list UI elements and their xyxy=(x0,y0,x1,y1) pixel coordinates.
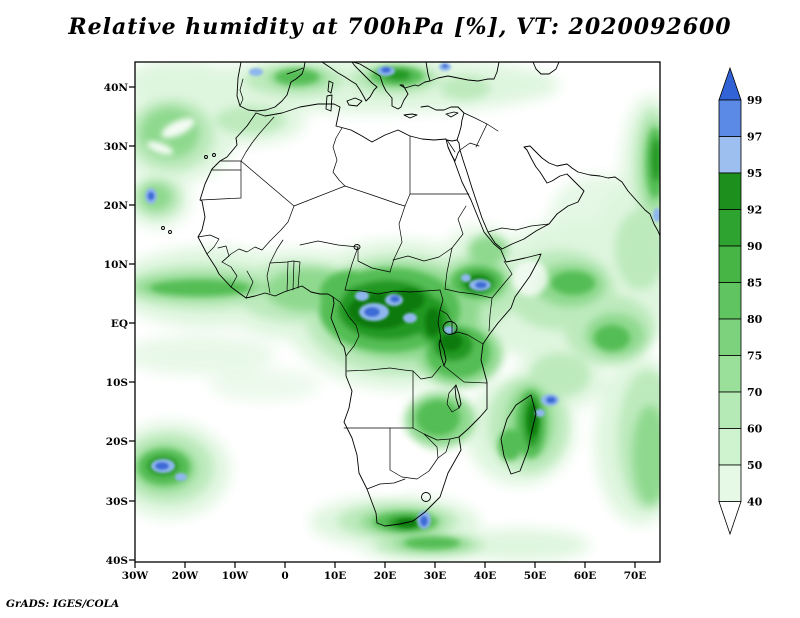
colorbar-label: 70 xyxy=(747,386,763,399)
colorbar-over-arrow xyxy=(718,66,742,101)
canary-island xyxy=(212,153,216,157)
balkans-greece-coastline xyxy=(352,62,431,110)
madagascar-coastline xyxy=(500,394,537,475)
colorbar-label: 92 xyxy=(747,204,762,217)
colorbar xyxy=(718,66,742,536)
cyprus-coastline xyxy=(445,111,459,118)
crete-coastline xyxy=(403,113,418,119)
caspian-coastline xyxy=(532,62,560,75)
colorbar-label: 99 xyxy=(747,94,762,107)
colorbar-label: 97 xyxy=(747,131,762,144)
lon-label: 10E xyxy=(324,570,347,582)
colorbar-segment xyxy=(718,136,742,174)
lon-label: 40E xyxy=(474,570,497,582)
plot-frame xyxy=(129,61,661,568)
colorbar-label: 85 xyxy=(747,277,762,290)
lat-label: 30S xyxy=(106,496,128,508)
sicily-coastline xyxy=(346,97,363,107)
plot-title: Relative humidity at 700hPa [%], VT: 202… xyxy=(68,14,732,40)
colorbar-segment xyxy=(718,355,742,393)
colorbar-segment xyxy=(718,209,742,247)
colorbar-segment xyxy=(718,245,742,283)
colorbar-under-arrow xyxy=(718,501,742,536)
arabia-coastline xyxy=(459,145,660,250)
lon-label: 30E xyxy=(424,570,447,582)
lat-label: 20S xyxy=(106,436,128,448)
black-sea-coastline xyxy=(425,62,500,82)
country-borders xyxy=(197,67,558,490)
lat-label: 10S xyxy=(106,377,128,389)
lon-label: 50E xyxy=(524,570,547,582)
colorbar-label: 95 xyxy=(747,167,762,180)
canary-island xyxy=(204,155,208,159)
colorbar-label: 40 xyxy=(747,496,763,509)
lat-label: 30N xyxy=(104,141,129,153)
colorbar-segment xyxy=(718,428,742,466)
colorbar-label: 80 xyxy=(747,313,763,326)
lon-label: 60E xyxy=(574,570,597,582)
y-axis-ticks xyxy=(129,86,135,561)
lon-label: 20E xyxy=(374,570,397,582)
colorbar-label: 60 xyxy=(747,423,763,436)
lon-label: 70E xyxy=(624,570,647,582)
x-axis-labels: 30W 20W 10W 0 10E 20E 30E 40E 50E 60E 70… xyxy=(122,570,647,582)
sardinia-coastline xyxy=(325,94,333,112)
colorbar-labels: 99 97 95 92 90 85 80 75 70 60 50 40 xyxy=(747,94,763,509)
colorbar-label: 90 xyxy=(747,240,763,253)
lon-label: 30W xyxy=(122,570,149,582)
lake-victoria xyxy=(442,321,458,335)
italy-coastline xyxy=(321,62,378,102)
corsica-coastline xyxy=(327,80,334,94)
cape-verde-island xyxy=(161,226,165,230)
lat-label: 40S xyxy=(106,555,128,567)
lat-label: 20N xyxy=(104,200,129,212)
lat-label: 40N xyxy=(104,82,129,94)
lat-label: 10N xyxy=(104,259,129,271)
grads-credit-stamp: GrADS: IGES/COLA xyxy=(6,598,120,610)
coastlines xyxy=(161,62,660,527)
colorbar-segment xyxy=(718,172,742,210)
colorbar-segment xyxy=(718,282,742,320)
colorbar-segment xyxy=(718,318,742,356)
colorbar-label: 75 xyxy=(747,350,762,363)
sinai-coastline xyxy=(447,139,461,162)
colorbar-label: 50 xyxy=(747,459,763,472)
lat-label: EQ xyxy=(111,318,128,330)
africa-coastline xyxy=(197,103,542,527)
iberia-coastline xyxy=(236,62,306,112)
x-axis-ticks xyxy=(134,562,636,568)
lon-label: 0 xyxy=(281,570,288,582)
lon-label: 10W xyxy=(222,570,249,582)
colorbar-segment xyxy=(718,99,742,137)
lon-label: 20W xyxy=(172,570,199,582)
colorbar-segment xyxy=(718,391,742,429)
cape-verde-island xyxy=(168,230,172,234)
y-axis-labels: 40N 30N 20N 10N EQ 10S 20S 30S 40S xyxy=(104,82,129,567)
humidity-field xyxy=(135,62,660,561)
lesotho-border xyxy=(421,492,431,502)
colorbar-segment xyxy=(718,464,742,502)
